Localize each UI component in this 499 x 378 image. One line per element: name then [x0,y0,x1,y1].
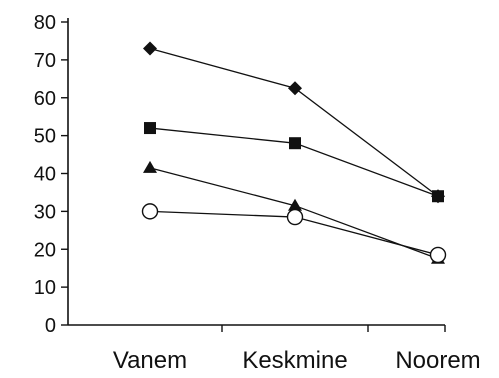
y-tick-label: 20 [34,239,56,261]
axes [67,18,445,326]
x-axis-ticks: Vanem Keskmine Noorem [113,325,481,374]
y-tick-label: 40 [34,164,56,186]
series-lines [149,47,439,260]
y-tick-label: 50 [34,126,56,148]
square-marker [432,190,444,203]
x-category-label: Keskmine [242,347,347,374]
x-category-label: Vanem [113,347,187,374]
y-tick-label: 30 [34,201,56,223]
triangle-marker [143,160,157,173]
y-tick-label: 0 [45,315,56,337]
y-tick-label: 60 [34,88,56,110]
square-marker [289,137,301,150]
diamond-marker [143,41,157,56]
series-markers [141,41,447,264]
y-axis-ticks: 0 10 20 30 40 50 60 70 80 [34,12,68,337]
diamond-marker [288,81,302,96]
y-tick-label: 70 [34,50,56,72]
y-tick-label: 80 [34,12,56,34]
square-marker [144,122,156,135]
y-tick-label: 10 [34,277,56,299]
open-circle-marker [286,208,304,226]
open-circle-marker [141,203,159,220]
series-line-diamond [149,47,439,197]
open-circle-marker [429,246,447,264]
x-category-label: Noorem [395,347,480,374]
triangle-marker [288,198,302,211]
